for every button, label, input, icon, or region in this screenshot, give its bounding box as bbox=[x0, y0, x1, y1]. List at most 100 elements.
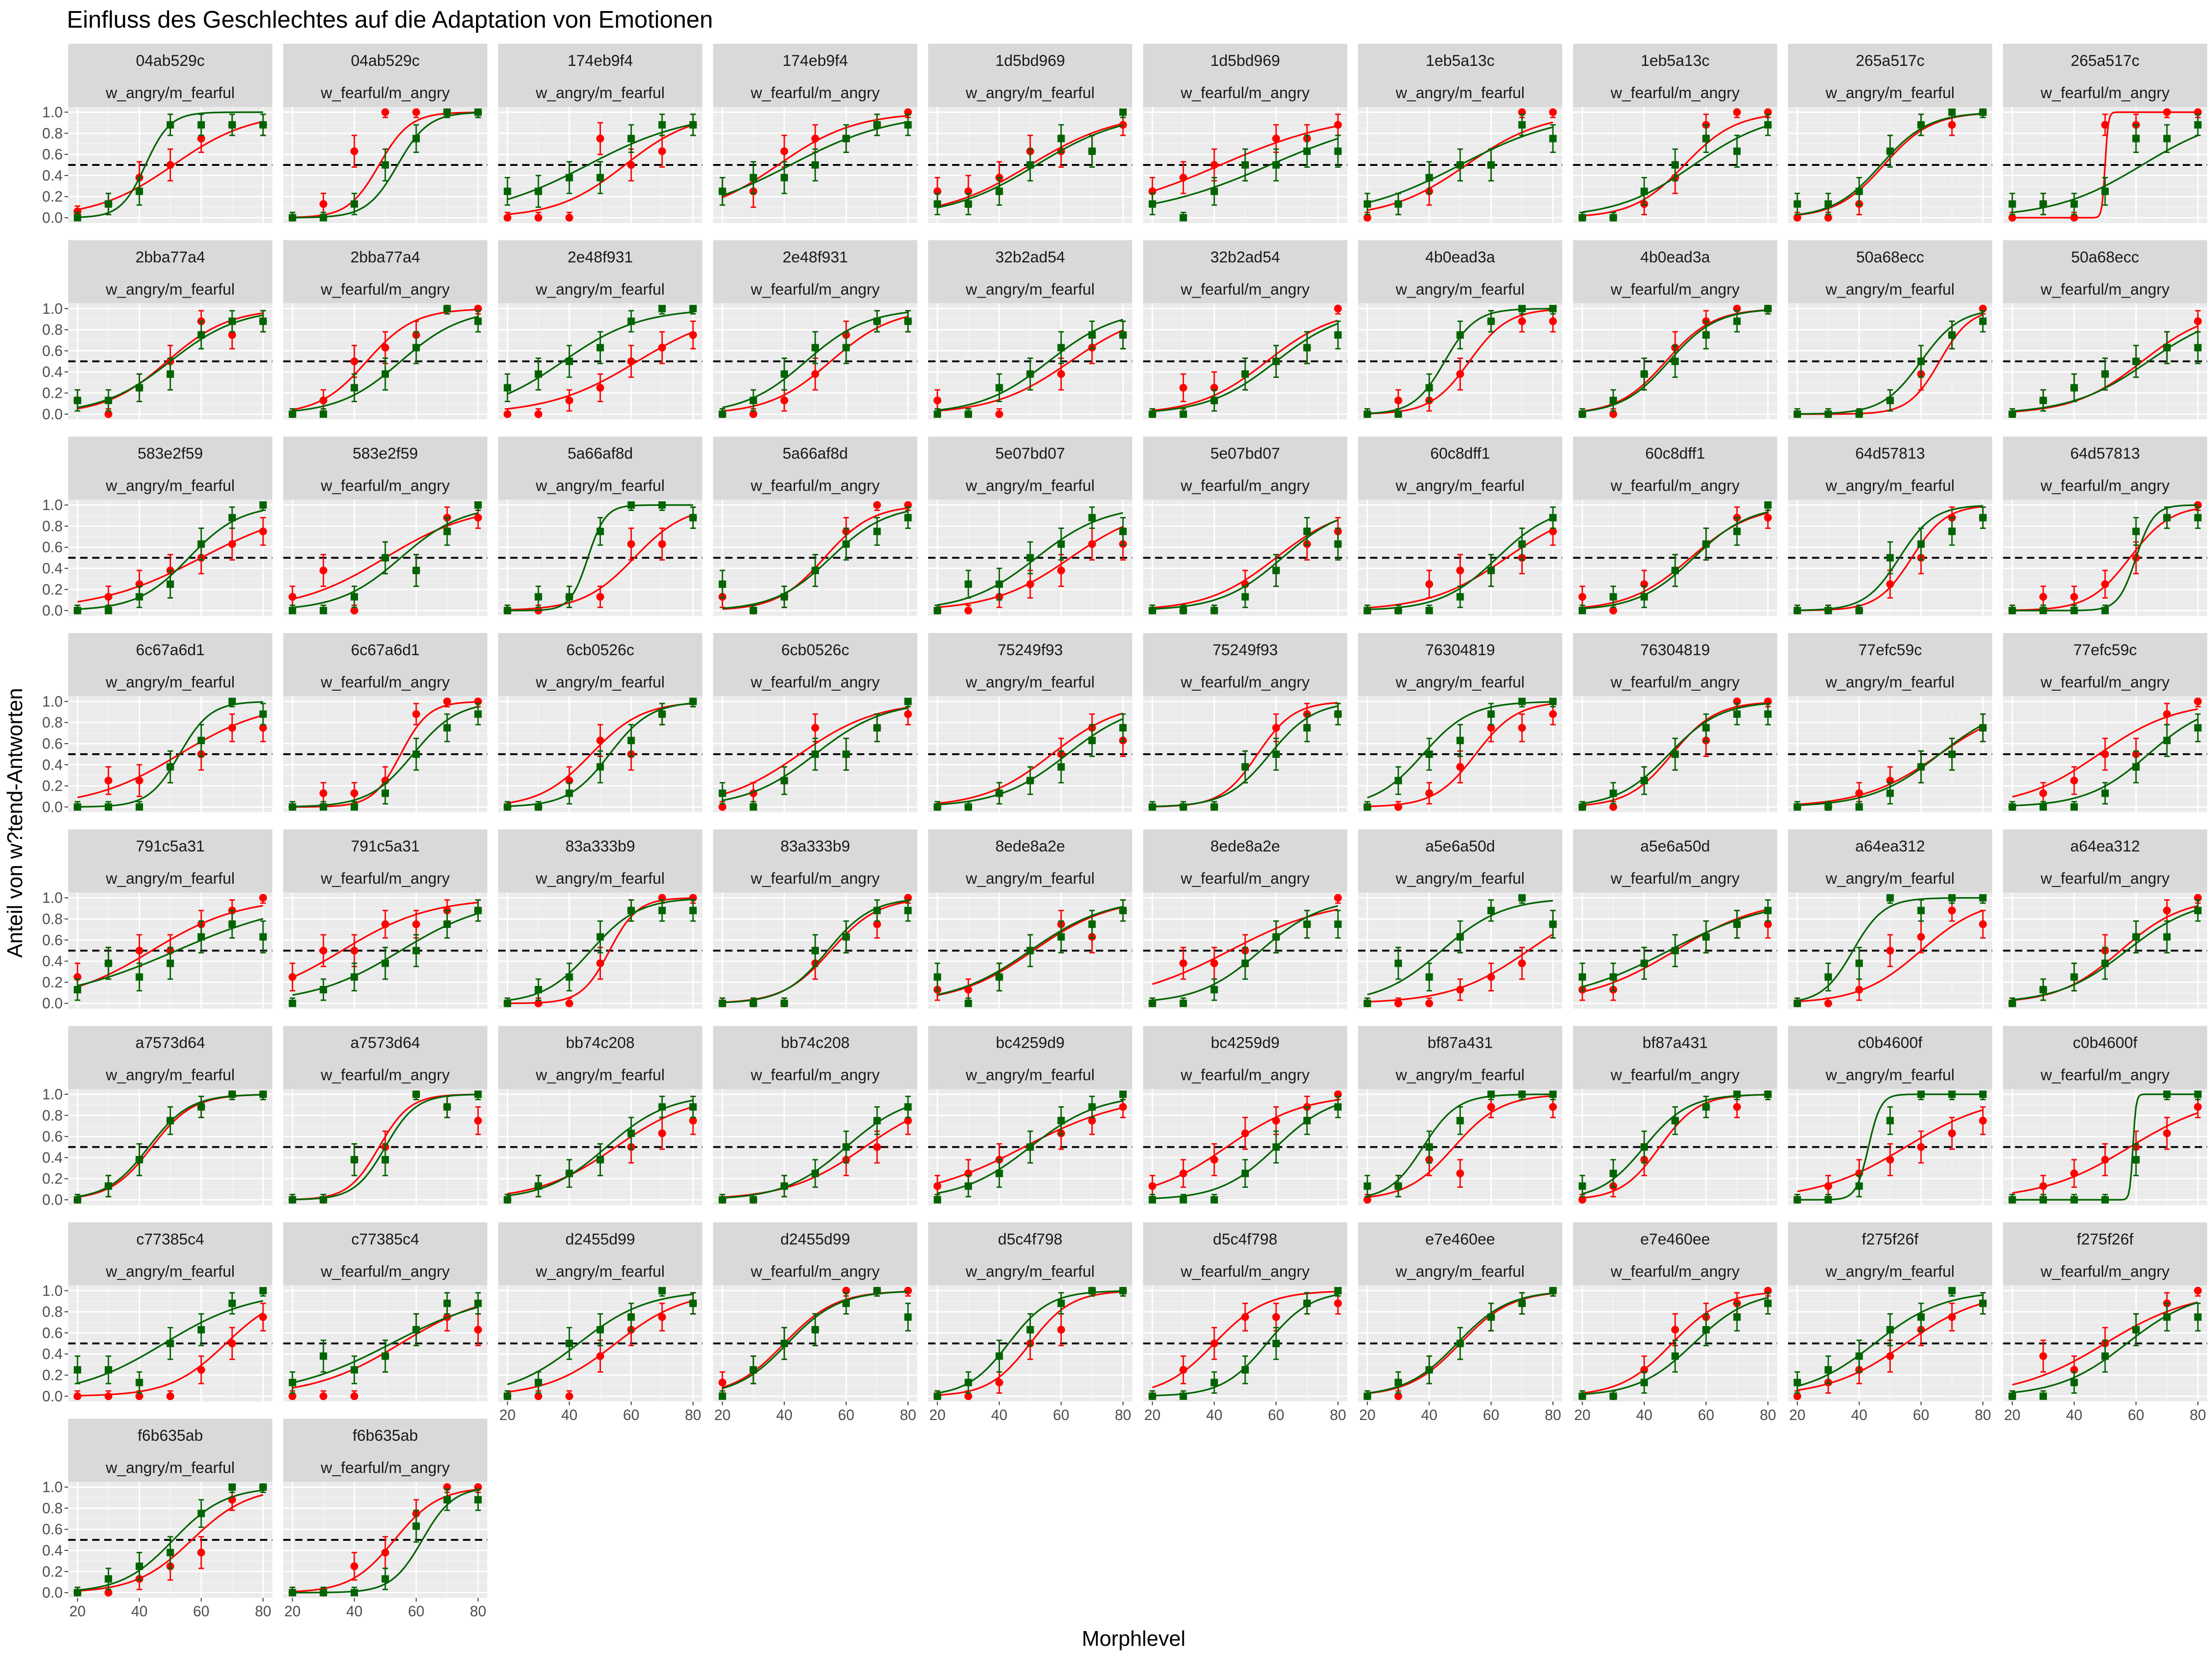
data-point bbox=[1394, 411, 1402, 418]
data-point bbox=[1303, 344, 1311, 352]
data-point bbox=[1211, 397, 1218, 404]
y-tick-label: 1.0 bbox=[42, 1086, 63, 1103]
y-tick-label: 0.0 bbox=[42, 602, 63, 619]
data-point bbox=[719, 581, 726, 588]
data-point bbox=[1457, 593, 1464, 600]
data-point bbox=[74, 1196, 81, 1203]
facet-condition-label: w_angry/m_fearful bbox=[1825, 477, 1955, 495]
data-point bbox=[2009, 1196, 2016, 1203]
data-point bbox=[105, 397, 112, 404]
data-point bbox=[382, 920, 389, 928]
data-point bbox=[1394, 803, 1402, 811]
data-point bbox=[842, 1144, 850, 1151]
data-point bbox=[1058, 763, 1065, 770]
data-point bbox=[995, 581, 1003, 588]
data-point bbox=[535, 214, 542, 222]
data-point bbox=[1794, 1196, 1801, 1203]
data-point bbox=[1241, 161, 1249, 169]
facet-id-label: 8ede8a2e bbox=[995, 838, 1065, 855]
data-point bbox=[382, 790, 389, 797]
data-point bbox=[842, 540, 850, 548]
data-point bbox=[1334, 331, 1341, 339]
data-point bbox=[229, 317, 236, 325]
facet-id-label: 32b2ad54 bbox=[995, 248, 1065, 266]
data-point bbox=[1671, 567, 1679, 574]
data-point bbox=[1641, 777, 1648, 784]
data-point bbox=[1149, 200, 1156, 208]
data-point bbox=[504, 803, 511, 810]
data-point bbox=[167, 1117, 174, 1124]
data-point bbox=[873, 501, 881, 509]
data-point bbox=[105, 200, 112, 208]
data-point bbox=[412, 920, 420, 928]
data-point bbox=[658, 1129, 666, 1137]
data-point bbox=[1364, 803, 1371, 810]
data-point bbox=[2101, 370, 2109, 378]
facet-id-label: bb74c208 bbox=[566, 1034, 635, 1052]
data-point bbox=[1794, 1000, 1801, 1007]
data-point bbox=[995, 410, 1003, 418]
y-tick-label: 0.0 bbox=[42, 210, 63, 226]
data-point bbox=[319, 789, 327, 797]
facet-id-label: 32b2ad54 bbox=[1210, 248, 1280, 266]
data-point bbox=[1764, 305, 1771, 312]
chart-title: Einfluss des Geschlechtes auf die Adapta… bbox=[67, 6, 713, 33]
data-point bbox=[965, 803, 972, 810]
data-point bbox=[1211, 986, 1218, 993]
data-point bbox=[1027, 554, 1034, 562]
data-point bbox=[659, 710, 666, 718]
facet-condition-label: w_angry/m_fearful bbox=[106, 674, 235, 691]
data-point bbox=[2009, 1000, 2016, 1007]
data-point bbox=[1149, 1196, 1156, 1203]
data-point bbox=[565, 593, 573, 600]
facet-panel: bb74c208 w_angry/m_fearful bbox=[498, 1026, 702, 1205]
data-point bbox=[1887, 894, 1894, 902]
data-point bbox=[135, 973, 143, 980]
y-tick-label: 0.2 bbox=[42, 974, 63, 991]
data-point bbox=[289, 803, 296, 810]
data-point bbox=[1272, 567, 1280, 574]
facet-condition-label: w_angry/m_fearful bbox=[535, 1067, 665, 1084]
data-point bbox=[2132, 358, 2140, 365]
data-point bbox=[1824, 411, 1832, 418]
data-point bbox=[689, 514, 697, 522]
y-axis-label: Anteil von w?tend-Antworten bbox=[3, 688, 27, 958]
data-point bbox=[596, 384, 604, 392]
facet-id-label: 50a68ecc bbox=[1856, 248, 1924, 266]
facet-condition-label: w_angry/m_fearful bbox=[1395, 84, 1525, 102]
facet-id-label: a7573d64 bbox=[135, 1034, 205, 1052]
data-point bbox=[350, 147, 358, 155]
data-point bbox=[351, 973, 358, 980]
data-point bbox=[2194, 698, 2202, 705]
data-point bbox=[873, 724, 881, 732]
data-point bbox=[2101, 607, 2109, 614]
data-point bbox=[1794, 803, 1801, 810]
data-point bbox=[1119, 1103, 1127, 1111]
data-point bbox=[689, 907, 697, 914]
facet-id-label: 60c8dff1 bbox=[1430, 445, 1490, 463]
data-point bbox=[1948, 1129, 1956, 1137]
data-point bbox=[1425, 607, 1433, 614]
data-point bbox=[1702, 331, 1710, 339]
data-point bbox=[2132, 763, 2140, 770]
facet-condition-label: w_angry/m_fearful bbox=[1395, 1067, 1525, 1084]
data-point bbox=[1457, 737, 1464, 744]
data-point bbox=[1579, 1182, 1586, 1190]
data-point bbox=[1979, 108, 1987, 116]
data-point bbox=[750, 1196, 757, 1203]
facet-id-label: 791c5a31 bbox=[351, 838, 419, 855]
data-point bbox=[382, 108, 389, 116]
data-point bbox=[627, 540, 635, 548]
facet-id-label: 1eb5a13c bbox=[1641, 52, 1709, 70]
data-point bbox=[2194, 724, 2201, 732]
data-point bbox=[565, 999, 573, 1007]
data-point bbox=[1549, 317, 1557, 325]
facet-condition-label: w_angry/m_fearful bbox=[965, 870, 1095, 887]
data-point bbox=[1579, 973, 1586, 980]
x-axis-label: Morphlevel bbox=[1082, 1626, 1186, 1650]
data-point bbox=[750, 1000, 757, 1007]
